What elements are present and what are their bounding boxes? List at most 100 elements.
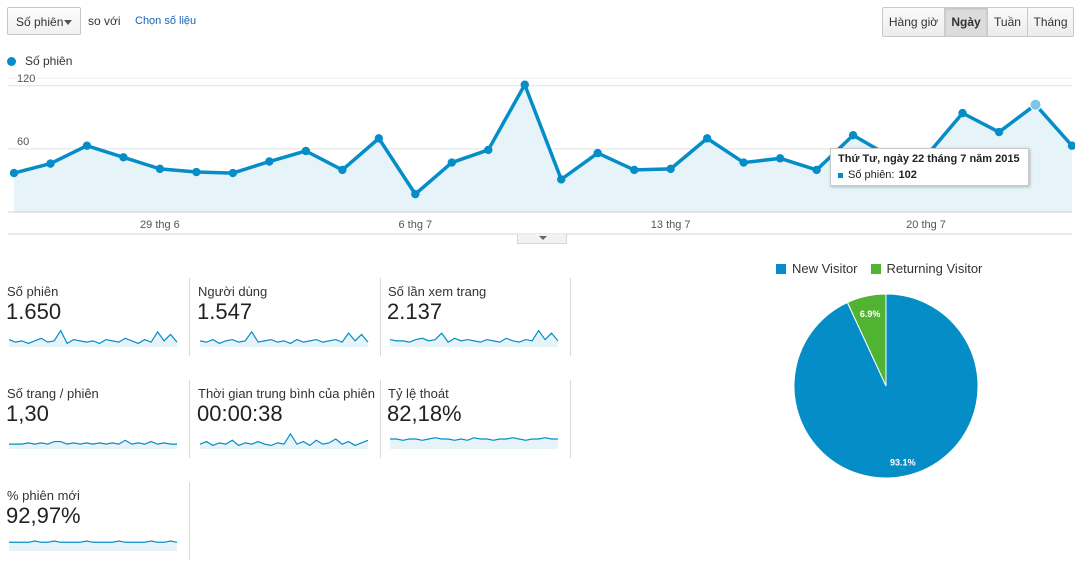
period-button-month[interactable]: Tháng [1028, 7, 1074, 37]
kpi-value: 2.137 [387, 299, 443, 324]
chart-legend: Số phiên [7, 54, 72, 68]
data-point [374, 134, 384, 143]
sparkline-area [200, 331, 368, 347]
kpi-tile-users[interactable]: Người dùng 1.547 [191, 278, 381, 358]
pie-slice [793, 293, 979, 479]
data-point [630, 165, 639, 175]
x-tick-label: 13 thg 7 [651, 219, 691, 231]
y-tick-label: 120 [17, 73, 35, 85]
legend-item-returning-visitor[interactable]: Returning Visitor [870, 261, 983, 276]
x-tick-label: 29 thg 6 [140, 219, 180, 231]
sparkline-area [9, 330, 177, 347]
pie-legend: New Visitor Returning Visitor [776, 261, 995, 276]
legend-item-new-visitor[interactable]: New Visitor [776, 261, 858, 276]
tooltip-title: Thứ Tư, ngày 22 tháng 7 năm 2015 [838, 153, 1020, 165]
chart-collapse-toggle[interactable] [517, 234, 567, 244]
divider [570, 380, 571, 458]
kpi-sparkline [8, 329, 178, 347]
series-area [14, 84, 1072, 212]
data-point [557, 175, 566, 184]
x-tick-label: 20 thg 7 [906, 219, 946, 231]
choose-metric-link[interactable]: Chọn số liệu [135, 15, 197, 27]
legend-label: Số phiên [25, 54, 73, 68]
data-point [9, 168, 19, 178]
kpi-value: 00:00:38 [197, 401, 283, 426]
period-button-hourly[interactable]: Hàng giờ [882, 7, 945, 37]
sparkline-area [390, 330, 558, 347]
data-point [484, 145, 493, 155]
kpi-value: 1.547 [197, 299, 253, 324]
data-point [848, 131, 858, 140]
kpi-tile-pageviews[interactable]: Số lần xem trang 2.137 [381, 278, 571, 358]
legend-swatch [870, 263, 881, 274]
data-point [301, 146, 311, 156]
sparkline-line [8, 329, 178, 345]
tooltip-label: Số phiên: [848, 169, 895, 181]
data-point [775, 154, 785, 163]
data-point [46, 159, 55, 168]
kpi-label: Người dùng [198, 284, 268, 299]
data-point [228, 168, 238, 178]
data-point [338, 165, 347, 175]
data-point [82, 141, 92, 150]
kpi-value: 92,97% [6, 503, 81, 528]
data-point [192, 167, 201, 177]
kpi-label: Thời gian trung bình của phiên [198, 386, 375, 401]
kpi-tile-bounce-rate[interactable]: Tỷ lệ thoát 82,18% [381, 380, 571, 460]
data-point [812, 165, 821, 175]
kpi-value: 1,30 [6, 401, 49, 426]
visitor-type-pie-chart: 6.9% 93.1% [793, 293, 979, 479]
sparkline-area [200, 433, 368, 449]
legend-label: New Visitor [792, 261, 858, 276]
kpi-sparkline [390, 437, 558, 449]
divider [189, 482, 190, 560]
tooltip-swatch [838, 172, 843, 178]
x-tick-label: 6 thg 7 [398, 219, 432, 231]
kpi-sparkline [9, 540, 178, 551]
data-point [593, 148, 602, 158]
period-toggle: Hàng giờ Ngày Tuần Tháng [882, 7, 1074, 37]
sparkline-line [9, 540, 178, 543]
kpi-label: Số phiên [7, 284, 59, 299]
kpi-tile-sessions[interactable]: Số phiên 1.650 [0, 278, 190, 358]
metric-select[interactable]: Số phiên [7, 7, 81, 35]
kpi-tile-new-sessions[interactable]: % phiên mới 92,97% [0, 482, 190, 562]
kpi-label: Tỷ lệ thoát [388, 386, 449, 401]
tooltip-value: 102 [898, 169, 917, 181]
data-point [155, 164, 165, 174]
pie-slice-label: 93.1% [890, 457, 916, 467]
sparkline-line [389, 329, 559, 343]
tooltip-line: Số phiên: 102 [838, 169, 1021, 181]
data-point [666, 164, 675, 174]
legend-label: Returning Visitor [886, 261, 983, 276]
data-point [520, 80, 529, 89]
data-point [447, 158, 456, 167]
divider [570, 278, 571, 356]
divider [189, 278, 190, 356]
metric-select-label: Số phiên [16, 15, 64, 29]
kpi-sparkline [199, 432, 369, 449]
y-tick-label: 60 [17, 136, 29, 148]
kpi-value: 82,18% [387, 401, 462, 426]
kpi-tile-avg-session-duration[interactable]: Thời gian trung bình của phiên 00:00:38 [191, 380, 381, 460]
divider [189, 380, 190, 458]
chevron-down-icon [64, 20, 72, 25]
compare-text: so với [88, 14, 121, 28]
kpi-label: Số trang / phiên [7, 386, 99, 401]
period-button-week[interactable]: Tuần [988, 7, 1028, 37]
sparkline-line [199, 432, 369, 447]
period-button-day[interactable]: Ngày [945, 7, 988, 37]
legend-swatch [7, 56, 16, 66]
divider [380, 278, 381, 356]
sparkline-line [9, 439, 177, 445]
hovered-point [1029, 98, 1042, 111]
legend-swatch [776, 263, 786, 274]
kpi-sparkline [9, 439, 177, 449]
kpi-sparkline [199, 330, 369, 347]
sparkline-line [199, 330, 369, 345]
sparkline-area [9, 541, 177, 551]
data-point [119, 153, 128, 162]
kpi-tile-pages-per-session[interactable]: Số trang / phiên 1,30 [0, 380, 190, 460]
data-point [1067, 141, 1075, 150]
divider [380, 380, 381, 458]
